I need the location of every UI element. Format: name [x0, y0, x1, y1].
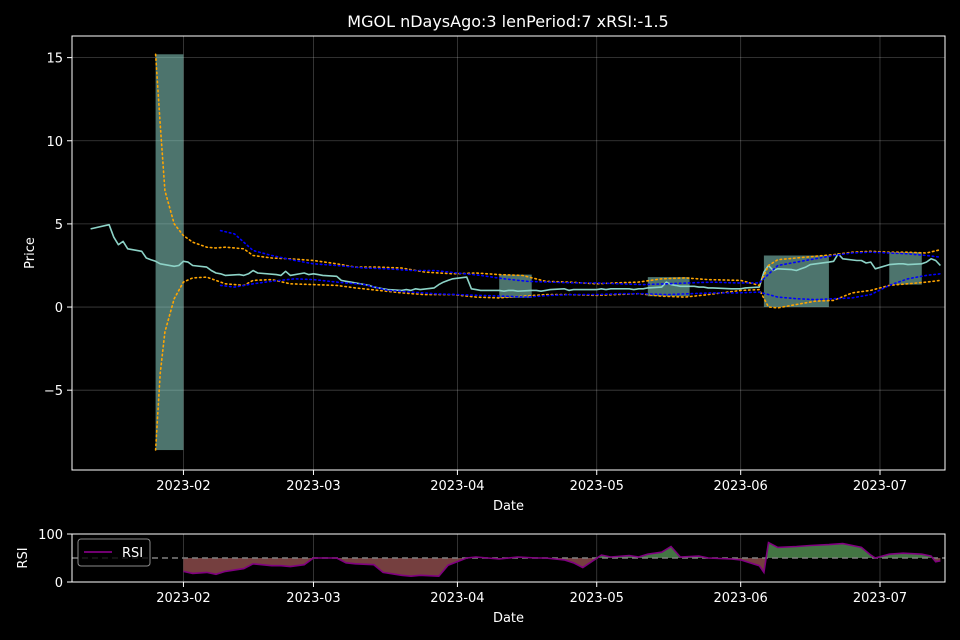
price-y-tick-label: 0 [55, 301, 63, 316]
rsi-x-tick-label: 2023-06 [714, 591, 768, 606]
price-x-tick-label: 2023-07 [853, 479, 907, 494]
price-x-tick-label: 2023-05 [570, 479, 624, 494]
rsi-x-tick-label: 2023-02 [156, 591, 210, 606]
price-series-bollinger-upper [154, 53, 942, 287]
price-chart-panel: 2023-02 2023-03 2023-04 2023-05 2023-06 2023-… [23, 35, 946, 514]
price-x-tick-label: 2023-06 [714, 479, 768, 494]
price-y-axis-label: Price [23, 237, 38, 269]
rsi-legend-box [77, 538, 151, 567]
price-x-axis-label: Date [493, 499, 524, 514]
rsi-line [183, 541, 941, 578]
rsi-x-tick-label: 2023-03 [286, 591, 340, 606]
price-series-price [90, 223, 941, 292]
price-x-tick-label: 2023-02 [156, 479, 210, 494]
rsi-x-axis-label: Date [493, 611, 524, 626]
rsi-y-tick-label: 100 [38, 528, 63, 543]
price-highlight-band [889, 252, 922, 285]
price-axes-frame [71, 35, 946, 471]
rsi-y-tick-label: 0 [55, 576, 63, 591]
price-series-envelope-upper [219, 229, 942, 286]
rsi-x-tick-label: 2023-07 [853, 591, 907, 606]
price-y-tick-label: 5 [55, 218, 63, 233]
rsi-y-axis-label: RSI [16, 547, 31, 568]
rsi-axes-frame [71, 533, 946, 583]
rsi-area-above [183, 542, 941, 558]
price-highlight-band [155, 54, 184, 451]
rsi-legend: RSI [77, 538, 151, 567]
rsi-x-tick-label: 2023-04 [430, 591, 484, 606]
price-x-tick-label: 2023-04 [430, 479, 484, 494]
rsi-legend-label: RSI [122, 546, 143, 561]
price-x-tick-label: 2023-03 [286, 479, 340, 494]
price-highlight-band [647, 277, 690, 297]
rsi-x-tick-label: 2023-05 [570, 591, 624, 606]
price-y-tick-label: −5 [44, 384, 63, 399]
price-series-envelope-lower [219, 273, 942, 301]
rsi-plot-area [72, 541, 945, 578]
price-y-tick-label: 15 [46, 52, 63, 67]
chart-title: MGOL nDaysAgo:3 lenPeriod:7 xRSI:-1.5 [347, 12, 668, 31]
rsi-chart-panel: 2023-02 2023-03 2023-04 2023-05 2023-06 2023-… [16, 528, 946, 626]
price-plot-area [90, 53, 942, 451]
price-y-tick-label: 10 [46, 135, 63, 150]
